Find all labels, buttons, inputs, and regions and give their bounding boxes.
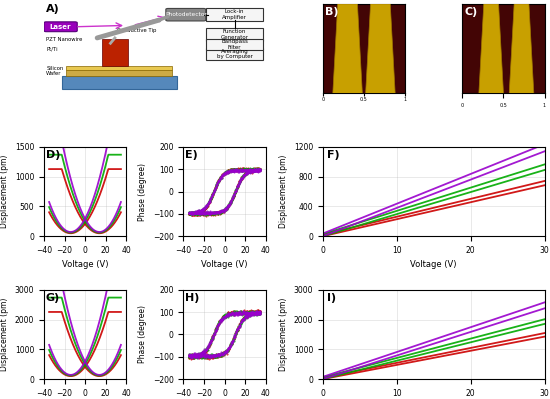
Y-axis label: Displacement (pm): Displacement (pm) xyxy=(279,155,288,228)
Text: Silicon
Wafer: Silicon Wafer xyxy=(46,65,63,76)
Text: Laser: Laser xyxy=(50,24,72,30)
Y-axis label: Phase (degree): Phase (degree) xyxy=(139,162,147,221)
Text: Averaging
by Computer: Averaging by Computer xyxy=(217,49,252,59)
FancyBboxPatch shape xyxy=(102,39,128,65)
Text: F): F) xyxy=(327,150,340,160)
Polygon shape xyxy=(479,4,503,93)
X-axis label: Voltage (V): Voltage (V) xyxy=(201,261,248,269)
FancyBboxPatch shape xyxy=(62,76,177,89)
Text: PZT Nanowire: PZT Nanowire xyxy=(46,37,82,42)
Text: G): G) xyxy=(46,293,60,303)
FancyBboxPatch shape xyxy=(66,65,173,70)
Text: Conductive Tip: Conductive Tip xyxy=(117,28,157,33)
Text: Pt/Ti: Pt/Ti xyxy=(46,46,58,51)
Polygon shape xyxy=(366,4,395,93)
Text: E): E) xyxy=(185,150,198,160)
Polygon shape xyxy=(509,4,534,93)
FancyBboxPatch shape xyxy=(206,39,263,49)
FancyBboxPatch shape xyxy=(206,8,263,21)
Y-axis label: Displacement (pm): Displacement (pm) xyxy=(279,298,288,371)
Text: A): A) xyxy=(46,4,60,14)
Text: Photodetector: Photodetector xyxy=(165,12,207,17)
Text: Function
Generator: Function Generator xyxy=(221,29,249,40)
FancyBboxPatch shape xyxy=(206,28,263,41)
Y-axis label: Displacement (pm): Displacement (pm) xyxy=(0,298,9,371)
Text: C): C) xyxy=(464,7,477,17)
Text: Lock-in
Amplifier: Lock-in Amplifier xyxy=(222,9,247,20)
X-axis label: Voltage (V): Voltage (V) xyxy=(410,261,457,269)
Text: B): B) xyxy=(324,7,338,17)
Y-axis label: Phase (degree): Phase (degree) xyxy=(139,305,147,363)
Text: D): D) xyxy=(46,150,60,160)
Polygon shape xyxy=(333,4,362,93)
FancyBboxPatch shape xyxy=(166,8,206,21)
Text: I): I) xyxy=(327,293,337,303)
FancyBboxPatch shape xyxy=(206,48,263,60)
Text: Bandpass
Filter: Bandpass Filter xyxy=(221,39,248,49)
Y-axis label: Displacement (pm): Displacement (pm) xyxy=(1,155,9,228)
X-axis label: Voltage (V): Voltage (V) xyxy=(62,261,108,269)
Text: H): H) xyxy=(185,293,200,303)
FancyBboxPatch shape xyxy=(44,22,77,32)
FancyBboxPatch shape xyxy=(66,70,173,76)
